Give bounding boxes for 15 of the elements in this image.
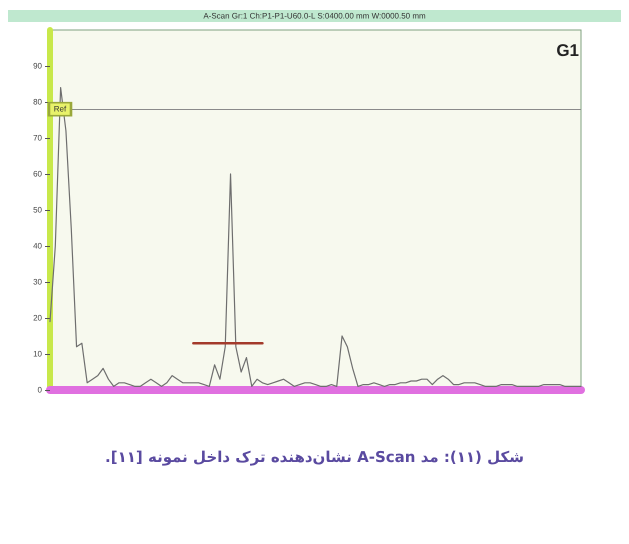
y-tick-label: 60 [33,170,43,178]
y-tick-label: 70 [33,134,43,142]
y-tick-label: 40 [33,242,43,250]
y-tick-label: 90 [33,62,43,70]
y-tick-label: 80 [33,98,43,106]
y-tick-label: 50 [33,206,43,214]
text: شکل (۱۱): مد A-Scan نشان‌دهنده ترک داخل نمونه [۱۱]. [104,448,525,466]
y-tick-label: 0 [38,386,43,394]
line-series [49,87,582,387]
y-tick-label: 30 [33,278,43,286]
y-tick-label: 20 [33,314,43,322]
annotation: G1 [556,41,580,60]
annotation: Ref [54,104,67,114]
chart-title: A-Scan Gr:1 Ch:P1-P1-U60.0-L S:0400.00 mm W:0000.50 mm [203,12,426,20]
y-tick-label: 10 [33,350,43,358]
